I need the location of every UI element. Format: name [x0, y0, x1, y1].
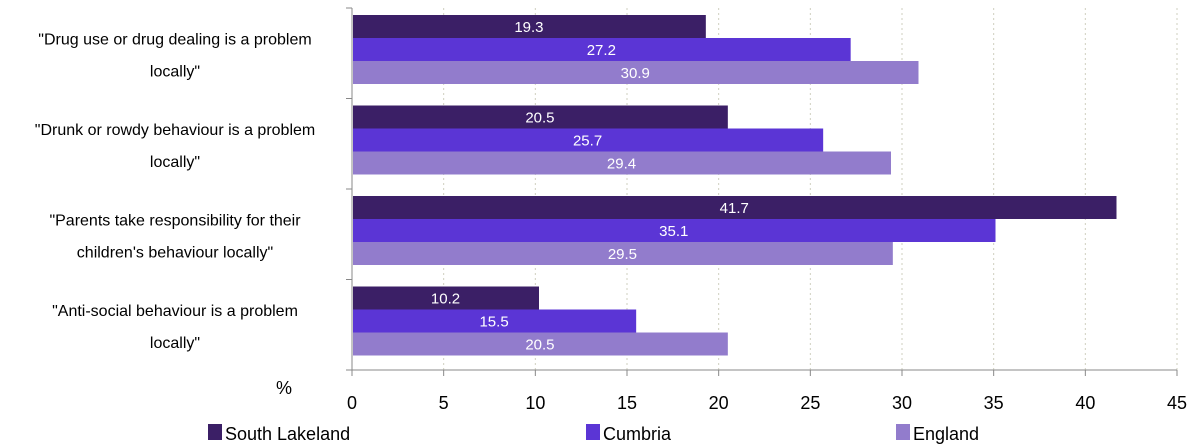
- bar-value-label: 30.9: [621, 65, 650, 82]
- x-tick-label: 45: [1167, 393, 1187, 413]
- category-label: "Parents take responsibility for their: [49, 212, 301, 229]
- x-tick-label: 25: [800, 393, 820, 413]
- x-tick-label: 20: [709, 393, 729, 413]
- bar: [353, 332, 728, 356]
- legend-label: South Lakeland: [225, 424, 350, 444]
- legend-label: England: [913, 424, 979, 444]
- x-tick-label: 15: [617, 393, 637, 413]
- bar: [353, 128, 824, 152]
- x-tick-label: 35: [984, 393, 1004, 413]
- category-label: "Drunk or rowdy behaviour is a problem: [35, 122, 315, 139]
- legend-label: Cumbria: [603, 424, 672, 444]
- bar: [353, 15, 706, 38]
- category-label: locally": [150, 335, 200, 352]
- bar-value-label: 20.5: [525, 337, 554, 354]
- bar: [353, 151, 891, 175]
- x-tick-label: 10: [525, 393, 545, 413]
- x-axis-unit-label: %: [276, 378, 292, 398]
- bar-value-label: 27.2: [587, 42, 616, 59]
- category-label: "Drug use or drug dealing is a problem: [38, 31, 311, 48]
- x-tick-label: 5: [439, 393, 449, 413]
- legend-swatch: [208, 424, 222, 440]
- category-label: locally": [150, 63, 200, 80]
- bar-value-label: 29.4: [607, 156, 636, 173]
- legend-swatch: [586, 424, 600, 440]
- bar-value-label: 15.5: [479, 314, 508, 331]
- bar: [353, 219, 996, 242]
- x-tick-label: 0: [347, 393, 357, 413]
- category-label: "Anti-social behaviour is a problem: [52, 303, 298, 320]
- bar-value-label: 29.5: [608, 246, 637, 263]
- bar-value-label: 10.2: [431, 291, 460, 308]
- bar-value-label: 19.3: [514, 19, 543, 36]
- bars: [353, 15, 1117, 356]
- bar: [353, 105, 728, 129]
- bar-value-label: 25.7: [573, 133, 602, 150]
- bar-value-label: 20.5: [525, 110, 554, 127]
- legend-swatch: [896, 424, 910, 440]
- bar-value-label: 35.1: [659, 223, 688, 240]
- bar: [353, 286, 539, 310]
- legend: South Lakeland Cumbria England: [208, 424, 979, 444]
- bar: [353, 309, 637, 333]
- category-label: locally": [150, 154, 200, 171]
- bar: [353, 61, 919, 84]
- x-tick-label: 40: [1075, 393, 1095, 413]
- category-label: children's behaviour locally": [77, 244, 273, 261]
- x-tick-label: 30: [892, 393, 912, 413]
- bar: [353, 38, 851, 61]
- axes: [346, 7, 1178, 376]
- bar: [353, 196, 1117, 219]
- labels: 0 5 10 15 20 25 30 35 40 45 19.3 27.2 30.9 "Drug use …: [35, 19, 1187, 413]
- bar: [353, 242, 893, 265]
- bar-value-label: 41.7: [720, 200, 749, 217]
